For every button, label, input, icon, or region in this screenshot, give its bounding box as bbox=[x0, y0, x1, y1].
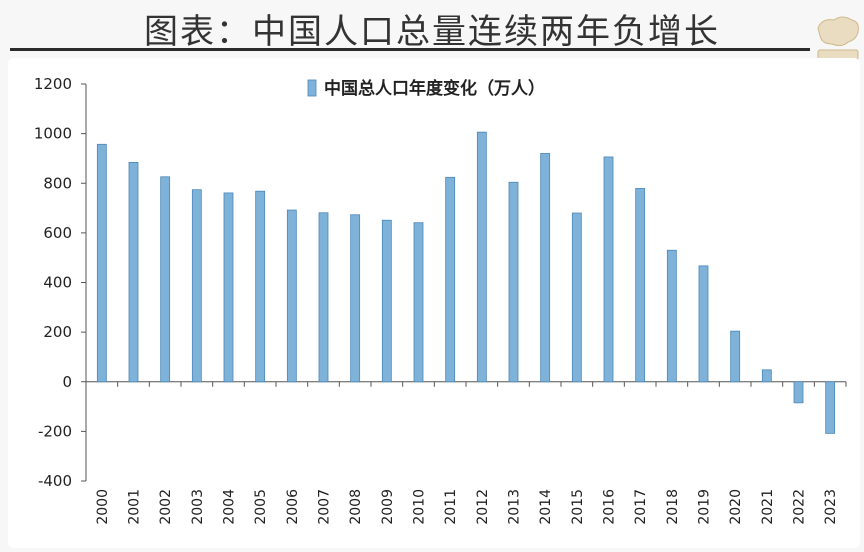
x-tick-label: 2004 bbox=[222, 489, 238, 525]
x-tick-label: 2008 bbox=[348, 489, 364, 525]
title-divider bbox=[10, 48, 810, 51]
y-tick-label: 600 bbox=[43, 224, 72, 242]
x-tick-label: 2018 bbox=[665, 489, 681, 525]
x-tick-label: 2016 bbox=[602, 489, 618, 525]
y-tick-label: 400 bbox=[43, 274, 72, 292]
bar-2020 bbox=[730, 330, 741, 383]
bar-2021 bbox=[761, 369, 772, 383]
bar-2010 bbox=[413, 222, 424, 383]
bar-2007 bbox=[318, 212, 329, 383]
y-tick-label: 0 bbox=[62, 373, 72, 391]
bar-2022 bbox=[793, 381, 804, 404]
x-tick-label: 2010 bbox=[412, 489, 428, 525]
x-tick-label: 2017 bbox=[633, 489, 649, 525]
chart-legend: 中国总人口年度变化（万人） bbox=[307, 78, 545, 99]
y-tick-label: -400 bbox=[38, 472, 72, 490]
x-tick-label: 2006 bbox=[285, 489, 301, 525]
x-tick-label: 2007 bbox=[317, 489, 333, 525]
bar-2018 bbox=[666, 249, 677, 383]
chart-panel: -400 -200 0 200 400 600 800 1000 1200 2000 2001 20… bbox=[8, 58, 860, 548]
x-tick-label: 2009 bbox=[380, 489, 396, 525]
bar-2002 bbox=[160, 176, 171, 383]
x-tick-label: 2014 bbox=[538, 489, 554, 525]
y-tick-label: 1000 bbox=[34, 125, 72, 143]
bar-2011 bbox=[445, 176, 456, 383]
category-labels: 2000 2001 2002 2003 2004 2005 2006 2007 2008 2009… bbox=[95, 489, 839, 525]
bar-2015 bbox=[571, 212, 582, 383]
x-tick-label: 2022 bbox=[792, 489, 808, 525]
bar-2000 bbox=[96, 143, 107, 383]
x-tick-label: 2012 bbox=[475, 489, 491, 525]
x-tick-label: 2003 bbox=[190, 489, 206, 525]
legend-label: 中国总人口年度变化（万人） bbox=[324, 78, 545, 99]
y-tick-label: 1200 bbox=[34, 75, 72, 93]
x-tick-label: 2021 bbox=[760, 489, 776, 525]
bar-2014 bbox=[540, 153, 551, 383]
x-tick-label: 2015 bbox=[570, 489, 586, 525]
y-axis: -400 -200 0 200 400 600 800 1000 1200 bbox=[34, 75, 87, 490]
bar-2016 bbox=[603, 156, 614, 383]
x-tick-label: 2005 bbox=[253, 489, 269, 525]
x-tick-label: 2013 bbox=[507, 489, 523, 525]
bar-2017 bbox=[635, 188, 646, 383]
bar-2012 bbox=[476, 131, 487, 383]
x-tick-label: 2001 bbox=[127, 489, 143, 525]
bar-series bbox=[96, 131, 836, 434]
map-watermark-icon bbox=[817, 16, 859, 61]
bar-2003 bbox=[191, 189, 202, 383]
bar-2006 bbox=[286, 209, 297, 383]
bar-2019 bbox=[698, 265, 709, 383]
bar-2009 bbox=[381, 219, 392, 383]
page-title: 图表：中国人口总量连续两年负增长 bbox=[144, 12, 720, 52]
x-tick-label: 2002 bbox=[158, 489, 174, 525]
legend-swatch bbox=[307, 79, 317, 97]
bar-2013 bbox=[508, 181, 519, 383]
bar-2008 bbox=[350, 214, 361, 383]
bar-2005 bbox=[255, 190, 266, 383]
y-tick-label: 200 bbox=[43, 323, 72, 341]
bar-2004 bbox=[223, 192, 234, 383]
bar-2023 bbox=[825, 381, 836, 434]
x-tick-label: 2023 bbox=[823, 489, 839, 525]
x-tick-label: 2011 bbox=[443, 489, 459, 525]
y-tick-label: 800 bbox=[43, 174, 72, 192]
x-axis bbox=[85, 381, 847, 387]
x-tick-label: 2019 bbox=[697, 489, 713, 525]
x-tick-label: 2000 bbox=[95, 489, 111, 525]
y-tick-label: -200 bbox=[38, 422, 72, 440]
bar-2001 bbox=[128, 162, 139, 383]
x-tick-label: 2020 bbox=[728, 489, 744, 525]
